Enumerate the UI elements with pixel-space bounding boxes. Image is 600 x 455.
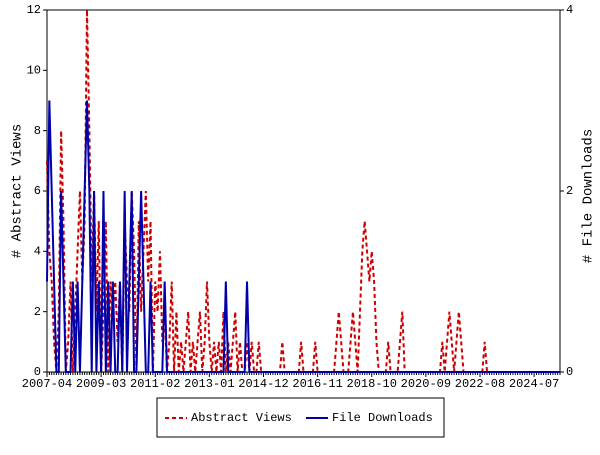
legend xyxy=(156,397,445,438)
y-tick-label: 4 xyxy=(34,245,41,259)
legend-label: File Downloads xyxy=(332,411,433,425)
y2-tick-label: 4 xyxy=(566,3,573,17)
y-tick-label: 10 xyxy=(27,64,41,78)
x-tick-label: 2018-10 xyxy=(347,377,397,391)
x-tick-label: 2020-09 xyxy=(401,377,451,391)
x-tick-label: 2011-02 xyxy=(130,377,180,391)
y-tick-label: 8 xyxy=(34,124,41,138)
x-tick-label: 2014-12 xyxy=(238,377,288,391)
x-tick-label: 2024-07 xyxy=(509,377,559,391)
series-line xyxy=(46,100,560,373)
y2-tick-label: 2 xyxy=(566,184,573,198)
x-tick-label: 2009-03 xyxy=(76,377,126,391)
y-tick-label: 12 xyxy=(27,3,41,17)
x-tick-label: 2013-01 xyxy=(184,377,234,391)
x-tick-label: 2016-11 xyxy=(292,377,342,391)
y-tick-label: 2 xyxy=(34,305,41,319)
y-tick-label: 0 xyxy=(34,365,41,379)
y2-axis-title: # File Downloads xyxy=(581,129,597,263)
y2-tick-label: 0 xyxy=(566,365,573,379)
x-tick-label: 2007-04 xyxy=(22,377,72,391)
legend-label: Abstract Views xyxy=(191,411,292,425)
y-tick-label: 6 xyxy=(34,184,41,198)
y-axis-title: # Abstract Views xyxy=(10,124,26,258)
x-tick-label: 2022-08 xyxy=(455,377,505,391)
